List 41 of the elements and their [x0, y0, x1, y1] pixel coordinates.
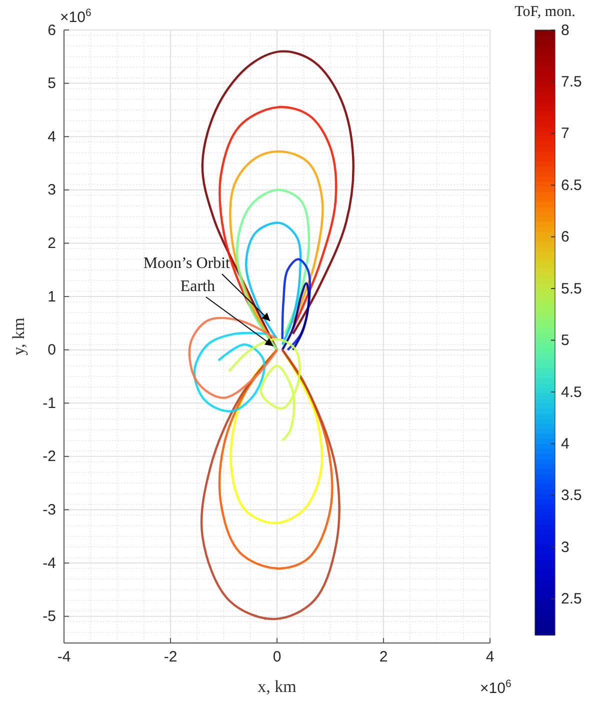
color-bar-label: 8: [561, 22, 570, 39]
y-tick-label: 4: [48, 128, 56, 146]
y-tick-label: 6: [48, 22, 56, 39]
line-series: [281, 258, 312, 351]
line-series: [236, 188, 310, 351]
color-bar-label: 4: [561, 435, 570, 452]
y-tick-label: 2: [48, 235, 56, 252]
line-series: [281, 282, 310, 351]
y-tick-label: 5: [48, 75, 56, 92]
y-tick-label: -2: [42, 448, 56, 466]
color-bar-label: 4.5: [561, 384, 582, 401]
annotation: Earth: [180, 278, 215, 295]
color-bar-label: 5: [561, 332, 570, 350]
color-bar-label: 3.5: [561, 487, 582, 504]
y-tick-label: 1: [48, 288, 56, 306]
y-tick-label: -3: [42, 502, 56, 519]
y-axis-title: y, km: [9, 318, 28, 356]
line-series: [245, 222, 302, 346]
x-tick-label: 0: [272, 648, 282, 666]
color-bar-title: ToF, mon.: [514, 4, 576, 20]
y-tick-label: -4: [42, 554, 56, 572]
y-tick-label: -1: [42, 394, 56, 412]
x-tick-label: 4: [486, 648, 494, 666]
color-bar-label: 6: [561, 228, 570, 246]
color-bar-label: 7: [561, 125, 570, 142]
x-axis-title: x, km: [258, 677, 296, 696]
text: ×10$^{6}$: [480, 678, 512, 697]
y-tick-label: -5: [42, 608, 56, 626]
color-bar-label: 5.5: [561, 280, 582, 298]
y-tick-label: 0: [48, 342, 56, 359]
color-bar-label: 6.5: [561, 176, 582, 194]
text: ×10$^{6}$: [60, 7, 92, 26]
line-series: [230, 348, 323, 524]
y-tick-label: 3: [48, 182, 56, 199]
annotation: Moon’s Orbit: [143, 255, 231, 272]
line-series: [193, 332, 268, 412]
x-tick-label: -2: [164, 648, 178, 666]
x-tick-label: 2: [379, 648, 388, 666]
color-bar-label: 7.5: [561, 74, 582, 91]
color-bar-label: 3: [561, 538, 570, 556]
color-bar-label: 2.5: [561, 590, 582, 608]
